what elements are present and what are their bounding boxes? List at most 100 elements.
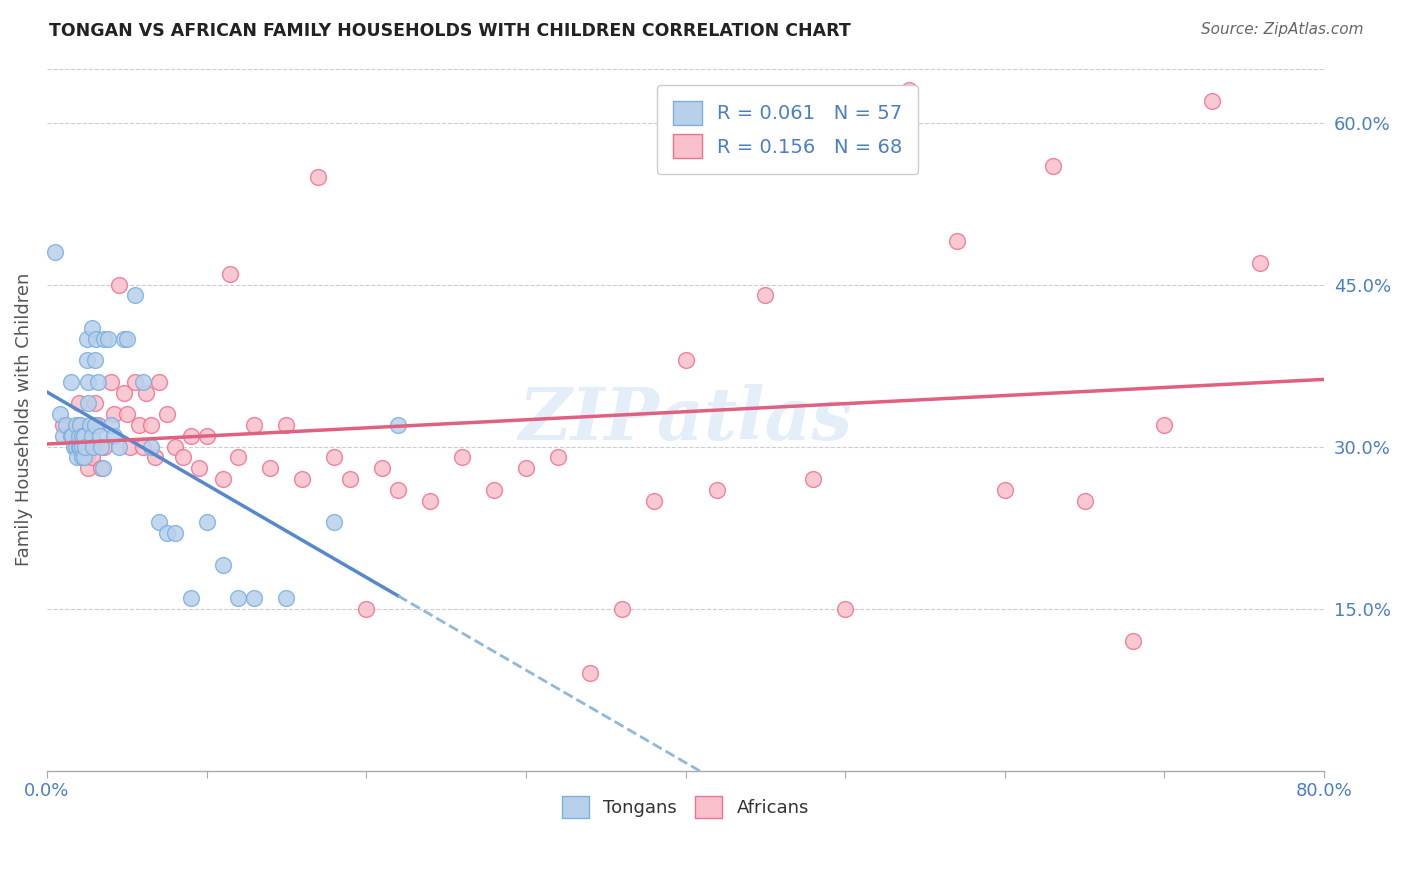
Point <box>79 417 101 432</box>
Point <box>387 483 409 497</box>
Point <box>243 417 266 432</box>
Point <box>75 440 97 454</box>
Point <box>219 267 242 281</box>
Point <box>107 277 129 292</box>
Point <box>103 429 125 443</box>
Point <box>180 591 202 605</box>
Point <box>706 483 728 497</box>
Point <box>90 461 112 475</box>
Point <box>323 515 346 529</box>
Point <box>52 429 75 443</box>
Point <box>163 526 186 541</box>
Point <box>72 450 94 465</box>
Point <box>135 385 157 400</box>
Point <box>70 429 93 443</box>
Point <box>77 375 100 389</box>
Point <box>482 483 505 497</box>
Point <box>112 332 135 346</box>
Point <box>66 450 89 465</box>
Point <box>83 396 105 410</box>
Point <box>76 353 98 368</box>
Point <box>67 396 90 410</box>
Point <box>1042 159 1064 173</box>
Point <box>578 666 600 681</box>
Point <box>52 417 75 432</box>
Point <box>754 288 776 302</box>
Point <box>107 440 129 454</box>
Point <box>62 429 84 443</box>
Point <box>801 472 824 486</box>
Point <box>187 461 209 475</box>
Point <box>118 440 141 454</box>
Point <box>55 417 77 432</box>
Point <box>91 461 114 475</box>
Point <box>70 450 93 465</box>
Point <box>228 450 250 465</box>
Point <box>86 332 108 346</box>
Point <box>72 429 94 443</box>
Point <box>131 440 153 454</box>
Point <box>180 429 202 443</box>
Point <box>67 440 90 454</box>
Point <box>195 429 218 443</box>
Point <box>77 461 100 475</box>
Text: ZIPatlas: ZIPatlas <box>519 384 852 455</box>
Point <box>1201 94 1223 108</box>
Point <box>156 407 179 421</box>
Point <box>371 461 394 475</box>
Point <box>946 235 969 249</box>
Point <box>211 558 233 573</box>
Point <box>276 417 298 432</box>
Point <box>1249 256 1271 270</box>
Point <box>139 417 162 432</box>
Point <box>59 429 82 443</box>
Point <box>515 461 537 475</box>
Point <box>100 375 122 389</box>
Point <box>243 591 266 605</box>
Point <box>1073 493 1095 508</box>
Point <box>87 375 110 389</box>
Point <box>75 440 97 454</box>
Point <box>124 375 146 389</box>
Point <box>1122 634 1144 648</box>
Point <box>59 429 82 443</box>
Point <box>80 320 103 334</box>
Point <box>898 83 921 97</box>
Point <box>115 407 138 421</box>
Point <box>307 169 329 184</box>
Point <box>195 515 218 529</box>
Point <box>112 385 135 400</box>
Point <box>156 526 179 541</box>
Point <box>128 417 150 432</box>
Point <box>124 288 146 302</box>
Point <box>44 245 66 260</box>
Point <box>65 417 87 432</box>
Point <box>59 375 82 389</box>
Point <box>48 407 70 421</box>
Text: Source: ZipAtlas.com: Source: ZipAtlas.com <box>1201 22 1364 37</box>
Point <box>451 450 474 465</box>
Point <box>994 483 1017 497</box>
Point <box>339 472 361 486</box>
Point <box>82 440 104 454</box>
Point <box>70 429 93 443</box>
Point <box>139 440 162 454</box>
Point <box>276 591 298 605</box>
Point <box>69 440 91 454</box>
Point <box>87 417 110 432</box>
Point <box>65 440 87 454</box>
Point <box>67 417 90 432</box>
Point <box>90 440 112 454</box>
Point <box>80 450 103 465</box>
Point <box>387 417 409 432</box>
Point <box>103 407 125 421</box>
Point <box>96 332 118 346</box>
Point <box>93 440 115 454</box>
Point <box>70 440 93 454</box>
Point <box>228 591 250 605</box>
Text: TONGAN VS AFRICAN FAMILY HOUSEHOLDS WITH CHILDREN CORRELATION CHART: TONGAN VS AFRICAN FAMILY HOUSEHOLDS WITH… <box>49 22 851 40</box>
Point <box>63 440 86 454</box>
Point <box>211 472 233 486</box>
Point <box>89 429 111 443</box>
Point <box>65 440 87 454</box>
